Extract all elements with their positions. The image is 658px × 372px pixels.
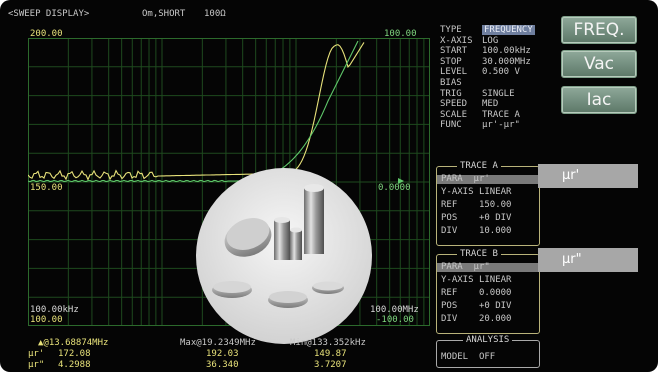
analysis-model-value: OFF [478,352,496,362]
setting-value: TRACE A [482,109,520,120]
setting-value: MED [482,99,499,110]
trace-a-para-key: PARA [441,174,463,184]
max-marker-readout: Max@19.2349MHz [180,338,256,348]
setting-key: FUNC [440,120,462,131]
setting-key: X-AXIS [440,35,473,46]
sweep-display-title: <SWEEP DISPLAY> [8,9,90,19]
setting-row-x-axis[interactable]: X-AXIS LOG [440,35,499,46]
max-mur1-value: 192.03 [206,349,239,359]
trace-a-div-value: 10.000 [478,226,512,236]
mur1-row-label: μr' [28,349,45,359]
max-mur2-value: 36.340 [206,360,239,370]
trace-b-yaxis-value: LINEAR [478,275,512,285]
setting-key: SCALE [440,109,468,120]
impedance-status: 100Ω [204,9,226,19]
min-mur2-value: 3.7207 [314,360,347,370]
trace-a-yaxis-value: LINEAR [478,187,512,197]
setting-value: SINGLE [482,88,515,99]
ferrite-samples-photo [196,168,372,344]
setting-value: FREQUENCY [482,25,535,35]
vac-button[interactable]: Vac [561,50,637,78]
trace-b-box[interactable]: TRACE B PARA μr" Y-AXIS LINEAR REF 0.000… [436,250,540,334]
stop-freq-label: 100.00MHz [370,305,419,315]
cursor-mur1-value: 172.08 [58,349,91,359]
setting-row-speed[interactable]: SPEED MED [440,100,498,109]
bottom-left-value: 100.00 [30,315,63,325]
trace-a-pos-key: POS [441,213,458,223]
trace-b-line [28,40,359,183]
setting-key: TRIG [440,88,462,99]
setting-row-func[interactable]: FUNC μr'-μr" [440,121,520,130]
trace-b-ref-value: 0.0000 [478,288,512,298]
setting-key: STOP [440,56,462,67]
setting-value: 100.00kHz [482,46,531,57]
trace-b-para-row[interactable]: PARA μr" [437,263,539,272]
analysis-title: ANALYSIS [463,336,513,345]
setting-value: 0.500 V [482,67,520,78]
correction-status: Om,SHORT [142,9,186,19]
trace-a-para-value: μr' [473,174,490,184]
setting-value: LOG [482,35,499,46]
trace-b-ref-marker [398,178,404,184]
trace-a-para-row[interactable]: PARA μr' [437,175,539,184]
start-freq-label: 100.00kHz [30,305,79,315]
cursor-marker-readout: ▲@13.68874MHz [38,338,109,348]
mid-right-value: 0.0000 [378,183,411,193]
trace-a-pos-value: +0 DIV [478,213,512,223]
trace-b-para-key: PARA [441,262,463,272]
mur2-row-label: μr" [28,360,45,370]
mid-left-value: 150.00 [30,183,63,193]
trace-b-yaxis-key: Y-AXIS [441,275,474,285]
trace-a-ref-key: REF [441,200,458,210]
trace-b-title: TRACE B [457,250,501,259]
setting-row-level[interactable]: LEVEL 0.500 V [440,68,520,77]
iac-button[interactable]: Iac [561,86,637,114]
setting-row-stop[interactable]: STOP 30.000MHz [440,56,531,67]
trace-b-para-value: μr" [473,262,490,272]
setting-key: START [440,46,468,57]
trace-b-div-key: DIV [441,314,458,324]
top-left-value: 200.00 [30,29,63,39]
trace-b-ref-key: REF [441,288,458,298]
trace-a-box[interactable]: TRACE A PARA μr' Y-AXIS LINEAR REF 150.0… [436,162,540,246]
analysis-model-key: MODEL [441,352,469,362]
trace-a-title: TRACE A [457,162,501,171]
cursor-mur2-value: 4.2988 [58,360,91,370]
trace-b-pos-value: +0 DIV [478,301,512,311]
trace-b-div-value: 20.000 [478,314,512,324]
trace-b-param-label: μr" [538,248,638,272]
bottom-right-value: -100.00 [376,315,414,325]
setting-row-scale[interactable]: SCALE TRACE A [440,109,520,120]
top-right-value: 100.00 [384,29,417,39]
setting-row-trig[interactable]: TRIG SINGLE [440,88,515,99]
trace-a-div-key: DIV [441,226,458,236]
trace-b-pos-key: POS [441,301,458,311]
setting-row-bias[interactable]: BIAS [440,79,482,88]
trace-a-param-label: μr' [538,164,638,188]
setting-value: μr'-μr" [482,120,520,131]
trace-a-line [28,42,365,181]
setting-value: 30.000MHz [482,56,531,67]
min-marker-readout: Min@133.352kHz [290,338,366,348]
trace-a-yaxis-key: Y-AXIS [441,187,474,197]
setting-key: BIAS [440,78,462,88]
setting-key: SPEED [440,99,468,110]
min-mur1-value: 149.87 [314,349,347,359]
trace-a-ref-value: 150.00 [478,200,512,210]
setting-row-start[interactable]: START 100.00kHz [440,47,531,56]
setting-key: TYPE [440,25,462,35]
setting-row-type[interactable]: TYPE FREQUENCY [440,25,535,35]
freq-button[interactable]: FREQ. [561,16,637,44]
analysis-box[interactable]: ANALYSIS MODEL OFF [436,336,540,368]
setting-key: LEVEL [440,67,468,78]
